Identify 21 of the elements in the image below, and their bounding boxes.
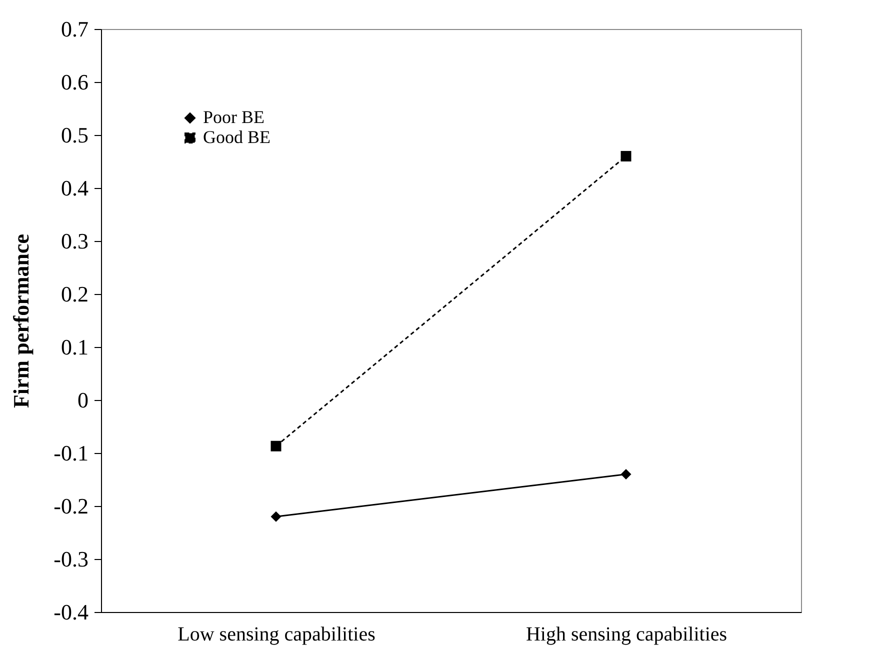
legend-label: Poor BE [203,107,265,127]
y-tick-label: -0.2 [54,494,88,518]
y-axis-title: Firm performance [8,234,34,408]
x-tick-label: High sensing capabilities [526,624,728,646]
point [620,150,632,162]
y-tick-label: 0.5 [61,122,88,148]
y-tick-label: 0.2 [61,282,88,306]
y-tick-label: -0.4 [54,600,88,624]
y-tick-label: 0.4 [61,176,88,200]
point [270,511,282,522]
point [270,440,282,452]
y-tick-label: 0.1 [61,334,88,360]
y-tick-label: 0.7 [61,16,88,42]
legend-label: Good BE [203,127,271,147]
y-tick-label: 0 [78,388,88,412]
y-tick-label: -0.1 [54,440,88,466]
y-tick-label: 0.3 [61,228,88,254]
point [620,468,632,480]
x-tick-label: Low sensing capabilities [178,624,376,646]
y-tick-label: -0.3 [54,546,88,572]
y-tick-label: 0.6 [61,70,88,94]
